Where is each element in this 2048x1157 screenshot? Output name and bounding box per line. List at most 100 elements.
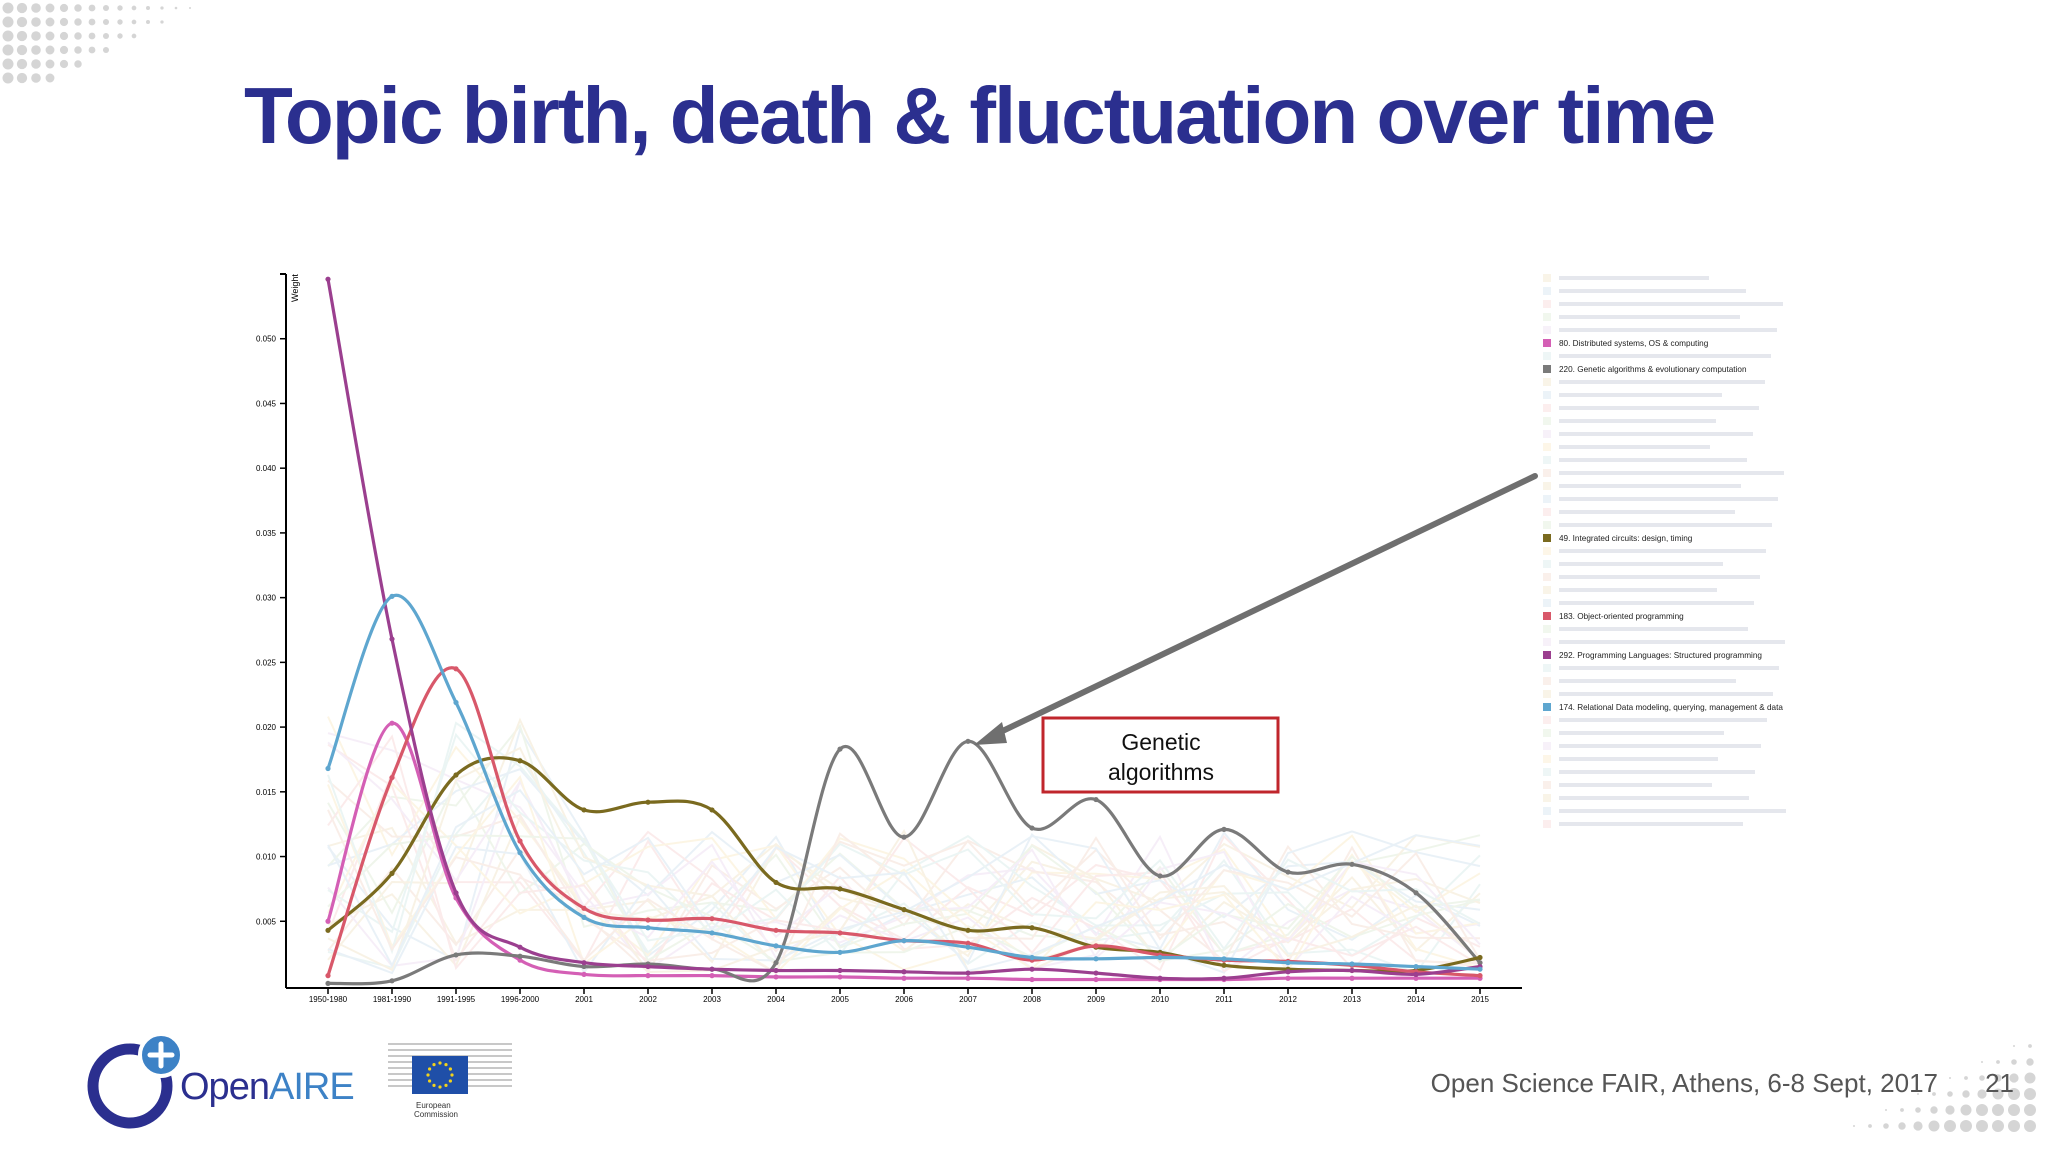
openaire-logo: OpenAIRE xyxy=(86,1032,366,1132)
data-point xyxy=(517,944,523,950)
data-point xyxy=(773,967,779,974)
x-tick-label: 2015 xyxy=(1471,995,1489,1004)
data-point xyxy=(773,974,779,980)
data-point xyxy=(1029,966,1035,972)
series-4 xyxy=(325,276,1483,981)
annotation-arrow xyxy=(985,473,1538,741)
data-point xyxy=(645,963,651,970)
data-point xyxy=(581,807,587,813)
data-point xyxy=(1221,975,1227,981)
x-tick-label: 2003 xyxy=(703,995,721,1004)
legend-swatch xyxy=(1543,365,1551,373)
x-tick-label: 2005 xyxy=(831,995,849,1004)
data-point xyxy=(517,758,523,764)
data-point xyxy=(325,927,331,933)
legend-label: 183. Object-oriented programming xyxy=(1559,612,1684,621)
y-tick-label: 0.015 xyxy=(256,788,277,797)
data-point xyxy=(773,879,779,886)
legend-label: 292. Programming Languages: Structured p… xyxy=(1559,651,1762,660)
data-point xyxy=(1157,954,1163,961)
data-point xyxy=(965,944,971,950)
legend-swatch xyxy=(1543,612,1551,620)
x-tick-label: 2008 xyxy=(1023,995,1041,1004)
european-commission-logo: European Commission xyxy=(384,1036,520,1126)
data-point xyxy=(1029,925,1035,931)
data-point xyxy=(837,974,843,980)
openaire-logo-text: OpenAIRE xyxy=(180,1066,354,1108)
ec-logo-text: European Commission xyxy=(414,1101,458,1119)
data-point xyxy=(325,918,331,924)
data-point xyxy=(1221,956,1227,962)
slide-title: Topic birth, death & fluctuation over ti… xyxy=(244,71,1716,160)
data-point xyxy=(645,973,651,979)
data-point xyxy=(1413,963,1419,970)
data-point xyxy=(1349,861,1355,867)
data-point xyxy=(1093,970,1099,976)
data-point xyxy=(709,966,715,972)
data-point xyxy=(965,940,971,946)
x-tick-label: 2002 xyxy=(639,995,657,1004)
data-point xyxy=(325,276,331,282)
data-point xyxy=(709,807,715,813)
data-point xyxy=(581,905,587,911)
y-tick-label: 0.040 xyxy=(256,464,277,473)
legend-swatch xyxy=(1543,651,1551,659)
data-point xyxy=(1349,961,1355,967)
legend-swatch xyxy=(1543,703,1551,711)
data-point xyxy=(1477,973,1483,979)
data-point xyxy=(1349,975,1355,981)
y-tick-label: 0.045 xyxy=(256,399,277,408)
data-point xyxy=(965,927,971,933)
data-point xyxy=(837,746,843,752)
x-tick-label: 2007 xyxy=(959,995,977,1004)
data-point xyxy=(1093,943,1099,949)
data-point xyxy=(1029,954,1035,961)
data-point xyxy=(453,890,459,896)
data-point xyxy=(645,917,651,923)
annotation-box xyxy=(1041,716,1280,794)
openaire-ring-icon xyxy=(87,1043,173,1129)
footer-event: Open Science FAIR, Athens, 6-8 Sept, 201… xyxy=(1430,1068,1938,1098)
y-axis-label: Weight xyxy=(290,274,300,302)
data-point xyxy=(1413,975,1419,981)
y-tick-label: 0.035 xyxy=(256,529,277,538)
data-point xyxy=(1285,869,1291,875)
background-topic-curves xyxy=(327,716,1481,975)
data-point xyxy=(1093,796,1099,803)
data-point xyxy=(1221,962,1227,968)
legend: 80. Distributed systems, OS & computing 2… xyxy=(1543,274,1786,828)
data-point xyxy=(1413,890,1419,896)
data-point xyxy=(901,938,907,944)
data-point xyxy=(325,973,331,979)
x-tick-label: 1996-2000 xyxy=(501,995,540,1004)
decorative-dots-top-left xyxy=(0,0,250,140)
data-point xyxy=(837,949,843,955)
annotation-text-line2: algorithms xyxy=(1108,759,1214,785)
data-point xyxy=(517,953,523,959)
data-point xyxy=(453,699,459,706)
page-number: 21 xyxy=(1985,1068,2014,1098)
data-point xyxy=(389,636,395,642)
x-tick-label: 2009 xyxy=(1087,995,1105,1004)
data-point xyxy=(837,967,843,974)
data-point xyxy=(1285,975,1291,981)
y-tick-label: 0.030 xyxy=(256,594,277,603)
annotation-arrowhead-icon xyxy=(974,722,1007,745)
x-tick-label: 2004 xyxy=(767,995,785,1004)
data-point xyxy=(1093,956,1099,962)
data-point xyxy=(709,973,715,979)
data-point xyxy=(389,774,395,781)
x-tick-label: 2013 xyxy=(1343,995,1361,1004)
data-point xyxy=(965,738,971,744)
y-tick-label: 0.050 xyxy=(256,335,277,344)
legend-label: 174. Relational Data modeling, querying,… xyxy=(1559,703,1783,712)
data-point xyxy=(1221,826,1227,832)
data-point xyxy=(901,969,907,975)
data-point xyxy=(709,930,715,936)
data-point xyxy=(517,957,523,963)
data-point xyxy=(1477,954,1483,961)
data-point xyxy=(645,799,651,805)
data-point xyxy=(901,834,907,840)
data-point xyxy=(1157,975,1163,981)
